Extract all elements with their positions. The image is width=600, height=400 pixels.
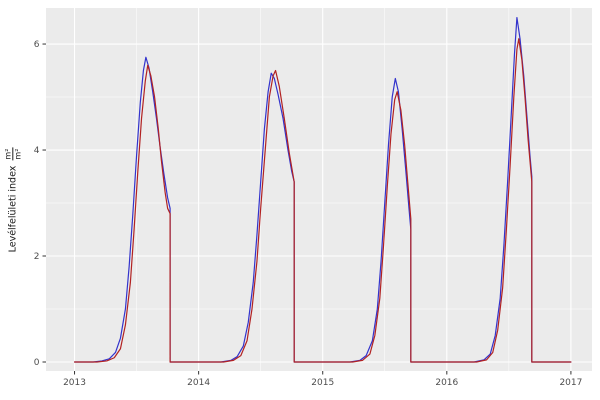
x-tick-label: 2017 (559, 378, 582, 388)
x-tick-label: 2015 (311, 378, 334, 388)
x-tick-label: 2016 (435, 378, 458, 388)
y-tick-label: 2 (34, 252, 40, 262)
y-axis-units-fraction: m² m² (3, 147, 23, 161)
x-tick-label: 2013 (63, 378, 86, 388)
y-tick-label: 0 (34, 358, 40, 368)
x-tick-label: 2014 (187, 378, 210, 388)
fraction-denominator: m² (13, 148, 23, 160)
y-tick-label: 4 (34, 146, 40, 156)
y-tick-label: 6 (34, 40, 40, 50)
plot-panel (46, 8, 592, 371)
y-axis-title-text: Levélfelületi index (7, 165, 19, 253)
red-series-line (73, 38, 572, 363)
y-axis-title: Levélfelületi index m² m² (3, 147, 23, 253)
fraction-numerator: m² (3, 147, 14, 161)
